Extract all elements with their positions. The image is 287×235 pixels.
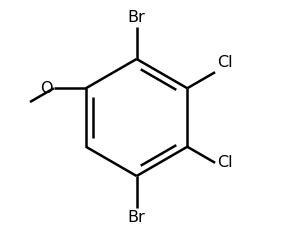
Text: Br: Br — [128, 210, 146, 225]
Text: O: O — [40, 81, 53, 96]
Text: Br: Br — [128, 10, 146, 25]
Text: Cl: Cl — [217, 155, 232, 170]
Text: Cl: Cl — [217, 55, 232, 70]
